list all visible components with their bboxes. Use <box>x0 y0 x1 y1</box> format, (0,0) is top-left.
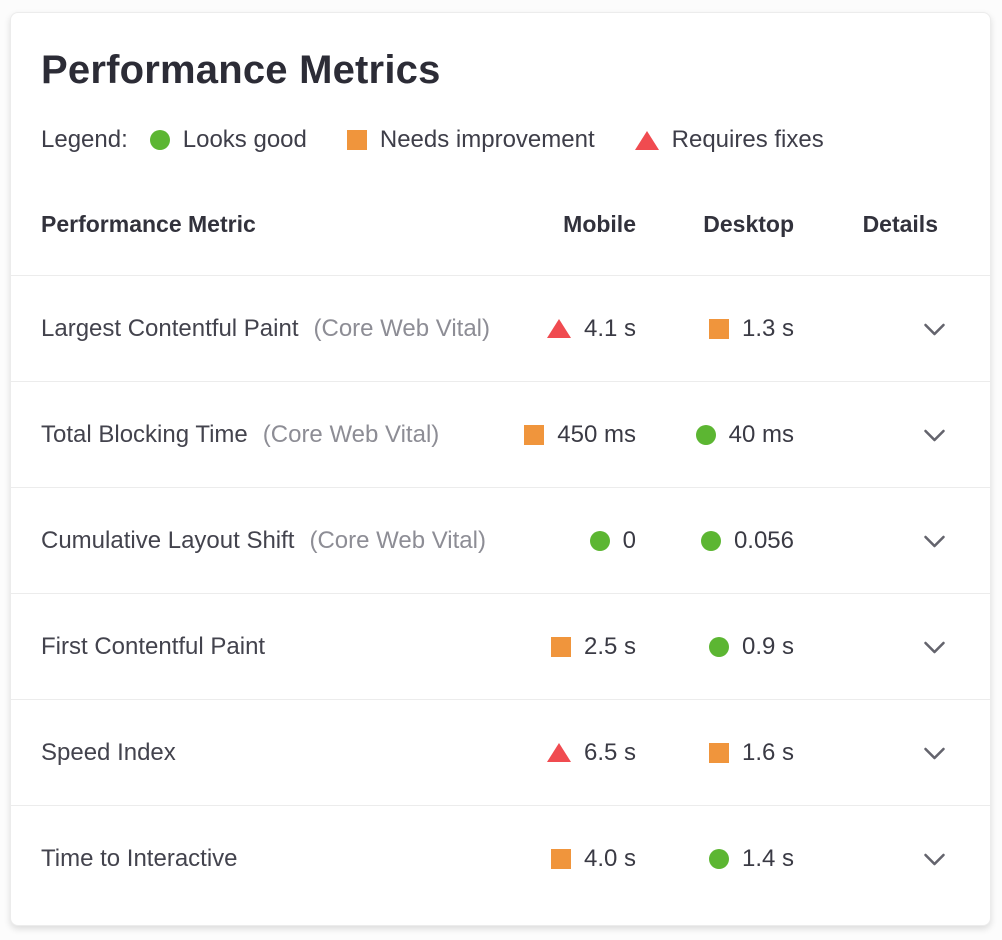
square-status-icon <box>708 318 729 339</box>
metric-cell: Time to Interactive <box>41 845 496 873</box>
metric-name: Largest Contentful Paint <box>41 314 299 342</box>
triangle-status-icon <box>546 319 571 338</box>
details-toggle[interactable] <box>919 738 950 768</box>
mobile-value-cell: 6.5 s <box>496 739 636 767</box>
table-row: Total Blocking Time (Core Web Vital) 450… <box>11 381 990 487</box>
details-toggle[interactable] <box>919 526 950 556</box>
square-status-icon <box>550 636 571 657</box>
legend-item-label: Looks good <box>182 126 307 153</box>
page-title: Performance Metrics <box>41 48 441 92</box>
metric-name: Speed Index <box>41 738 176 766</box>
desktop-value-cell: 0.9 s <box>636 633 794 661</box>
metric-note: (Core Web Vital) <box>313 314 491 342</box>
metric-cell: Largest Contentful Paint (Core Web Vital… <box>41 315 496 343</box>
details-toggle[interactable] <box>919 844 950 874</box>
circle-status-icon <box>708 848 729 869</box>
table-body: Largest Contentful Paint (Core Web Vital… <box>11 275 990 911</box>
legend-item: Requires fixes <box>634 126 824 154</box>
desktop-value: 1.3 s <box>741 314 794 342</box>
metric-name: Total Blocking Time <box>41 420 248 448</box>
mobile-value: 0 <box>622 526 636 554</box>
table-row: Speed Index 6.5 s 1.6 s <box>11 699 990 805</box>
metric-name: Time to Interactive <box>41 844 238 872</box>
metric-cell: Cumulative Layout Shift (Core Web Vital) <box>41 527 496 555</box>
table-row: Time to Interactive 4.0 s 1.4 s <box>11 805 990 911</box>
square-status-icon <box>550 848 571 869</box>
legend-item: Needs improvement <box>346 126 595 154</box>
mobile-value: 4.1 s <box>583 314 636 342</box>
mobile-value-cell: 450 ms <box>496 421 636 449</box>
details-cell <box>794 632 950 662</box>
circle-status-icon <box>589 530 610 551</box>
chevron-down-icon <box>924 535 945 547</box>
mobile-value: 6.5 s <box>583 738 636 766</box>
desktop-value-cell: 1.6 s <box>636 739 794 767</box>
details-cell <box>794 738 950 768</box>
mobile-value-cell: 4.0 s <box>496 845 636 873</box>
triangle-status-icon <box>634 130 659 150</box>
column-header-details: Details <box>862 211 938 237</box>
details-cell <box>794 526 950 556</box>
column-header-mobile: Mobile <box>563 211 636 237</box>
details-toggle[interactable] <box>919 314 950 344</box>
square-status-icon <box>708 742 729 763</box>
legend-items: Looks good Needs improvement Requires fi… <box>149 126 824 154</box>
mobile-value-cell: 2.5 s <box>496 633 636 661</box>
mobile-value: 2.5 s <box>583 632 636 660</box>
metric-cell: First Contentful Paint <box>41 633 496 661</box>
square-status-icon <box>524 424 545 445</box>
desktop-value: 0.9 s <box>741 632 794 660</box>
details-toggle[interactable] <box>919 420 950 450</box>
circle-status-icon <box>695 424 716 445</box>
circle-status-icon <box>149 130 170 150</box>
details-toggle[interactable] <box>919 632 950 662</box>
table-row: First Contentful Paint 2.5 s 0.9 s <box>11 593 990 699</box>
desktop-value-cell: 0.056 <box>636 527 794 555</box>
mobile-value: 450 ms <box>557 420 636 448</box>
triangle-status-icon <box>546 743 571 762</box>
legend: Legend: Looks good Needs improvement Req… <box>41 125 990 155</box>
desktop-value-cell: 1.3 s <box>636 315 794 343</box>
metric-cell: Total Blocking Time (Core Web Vital) <box>41 421 496 449</box>
chevron-down-icon <box>924 323 945 335</box>
column-header-desktop: Desktop <box>703 211 794 237</box>
chevron-down-icon <box>924 641 945 653</box>
mobile-value-cell: 0 <box>496 527 636 555</box>
circle-status-icon <box>700 530 721 551</box>
metric-note: (Core Web Vital) <box>309 526 486 554</box>
desktop-value: 40 ms <box>728 420 794 448</box>
legend-item: Looks good <box>149 126 307 154</box>
details-cell <box>794 420 950 450</box>
legend-label: Legend: <box>41 126 128 153</box>
metric-cell: Speed Index <box>41 739 496 767</box>
square-status-icon <box>346 130 367 150</box>
mobile-value-cell: 4.1 s <box>496 315 636 343</box>
desktop-value-cell: 40 ms <box>636 421 794 449</box>
table-header-row: Performance Metric Mobile Desktop Detail… <box>11 199 990 275</box>
details-cell <box>794 844 950 874</box>
metric-name: Cumulative Layout Shift <box>41 526 295 554</box>
details-cell <box>794 314 950 344</box>
metric-name: First Contentful Paint <box>41 632 266 660</box>
mobile-value: 4.0 s <box>583 844 636 872</box>
desktop-value-cell: 1.4 s <box>636 845 794 873</box>
performance-metrics-card: Performance Metrics Legend: Looks good N… <box>10 12 991 926</box>
chevron-down-icon <box>924 429 945 441</box>
desktop-value: 1.4 s <box>741 844 794 872</box>
chevron-down-icon <box>924 853 945 865</box>
circle-status-icon <box>708 636 729 657</box>
desktop-value: 0.056 <box>733 526 794 554</box>
legend-item-label: Needs improvement <box>379 126 595 153</box>
desktop-value: 1.6 s <box>741 738 794 766</box>
table-row: Cumulative Layout Shift (Core Web Vital)… <box>11 487 990 593</box>
column-header-metric: Performance Metric <box>41 211 256 237</box>
chevron-down-icon <box>924 747 945 759</box>
table-row: Largest Contentful Paint (Core Web Vital… <box>11 275 990 381</box>
legend-item-label: Requires fixes <box>671 126 824 153</box>
metric-note: (Core Web Vital) <box>262 420 440 448</box>
